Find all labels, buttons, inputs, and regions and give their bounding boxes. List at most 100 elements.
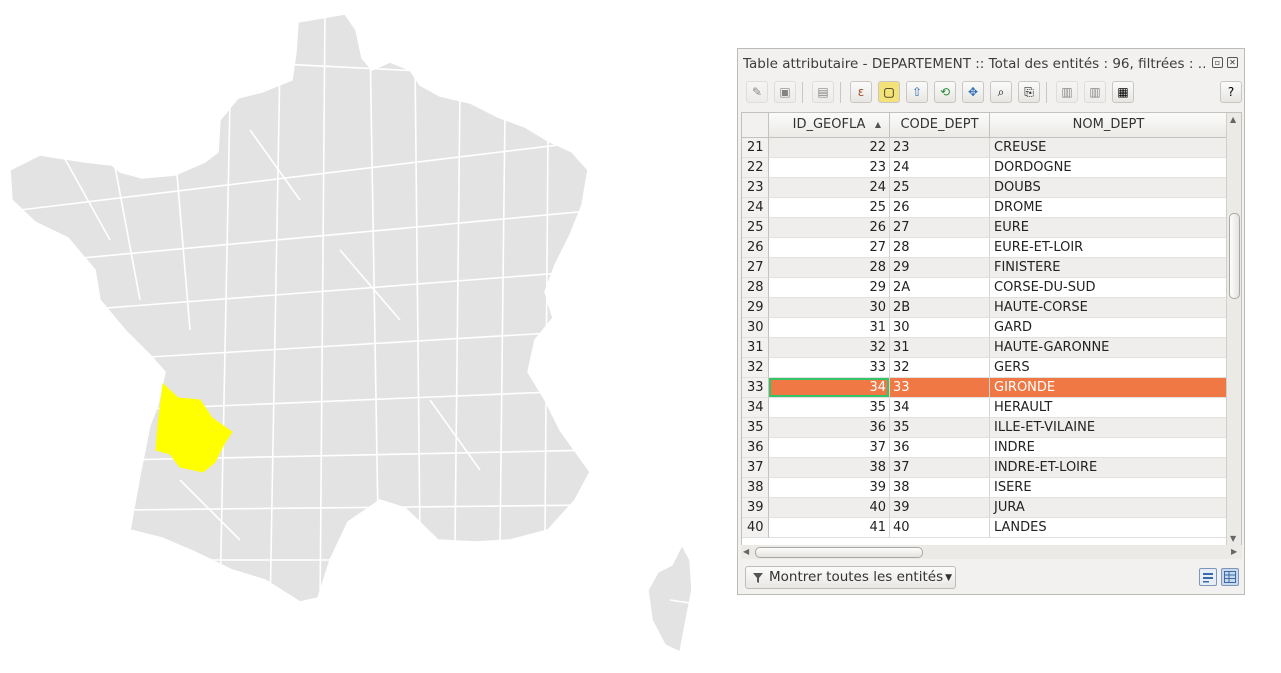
cell-nom-dept[interactable]: GARD xyxy=(990,318,1228,338)
scroll-up-icon[interactable]: ▲ xyxy=(1230,115,1237,124)
corner-header[interactable] xyxy=(742,113,769,138)
cell-nom-dept[interactable]: HERAULT xyxy=(990,398,1228,418)
delete-field-icon[interactable]: ▥ xyxy=(1084,81,1106,103)
row-number-header[interactable]: 40 xyxy=(742,518,769,538)
cell-code-dept[interactable]: 31 xyxy=(890,338,990,358)
row-number-header[interactable]: 26 xyxy=(742,238,769,258)
table-view-icon[interactable] xyxy=(1221,568,1239,586)
row-number-header[interactable]: 37 xyxy=(742,458,769,478)
cell-code-dept[interactable]: 33 xyxy=(890,378,990,398)
table-row[interactable]: 22 23 24 DORDOGNE xyxy=(742,158,1228,178)
cell-nom-dept[interactable]: LANDES xyxy=(990,518,1228,538)
row-number-header[interactable]: 34 xyxy=(742,398,769,418)
row-number-header[interactable]: 28 xyxy=(742,278,769,298)
new-field-icon[interactable]: ▥ xyxy=(1056,81,1078,103)
cell-nom-dept[interactable]: CORSE-DU-SUD xyxy=(990,278,1228,298)
cell-id-geofla[interactable]: 36 xyxy=(769,418,890,438)
cell-nom-dept[interactable]: EURE-ET-LOIR xyxy=(990,238,1228,258)
cell-nom-dept[interactable]: INDRE xyxy=(990,438,1228,458)
cell-nom-dept[interactable]: DORDOGNE xyxy=(990,158,1228,178)
table-row-selected[interactable]: 33 34 33 GIRONDE xyxy=(742,378,1228,398)
cell-nom-dept[interactable]: JURA xyxy=(990,498,1228,518)
row-number-header[interactable]: 35 xyxy=(742,418,769,438)
cell-code-dept[interactable]: 2A xyxy=(890,278,990,298)
cell-id-geofla[interactable]: 38 xyxy=(769,458,890,478)
cell-code-dept[interactable]: 36 xyxy=(890,438,990,458)
vertical-scroll-thumb[interactable] xyxy=(1229,213,1240,299)
table-row[interactable]: 24 25 26 DROME xyxy=(742,198,1228,218)
cell-code-dept[interactable]: 23 xyxy=(890,138,990,158)
cell-code-dept[interactable]: 27 xyxy=(890,218,990,238)
close-icon[interactable]: ✕ xyxy=(1227,57,1238,68)
cell-id-geofla[interactable]: 25 xyxy=(769,198,890,218)
cell-nom-dept[interactable]: ILLE-ET-VILAINE xyxy=(990,418,1228,438)
cell-code-dept[interactable]: 30 xyxy=(890,318,990,338)
cell-code-dept[interactable]: 26 xyxy=(890,198,990,218)
table-row[interactable]: 39 40 39 JURA xyxy=(742,498,1228,518)
table-row[interactable]: 21 22 23 CREUSE xyxy=(742,138,1228,158)
cell-code-dept[interactable]: 28 xyxy=(890,238,990,258)
cell-code-dept[interactable]: 40 xyxy=(890,518,990,538)
table-row[interactable]: 25 26 27 EURE xyxy=(742,218,1228,238)
cell-code-dept[interactable]: 34 xyxy=(890,398,990,418)
row-number-header[interactable]: 24 xyxy=(742,198,769,218)
row-number-header[interactable]: 21 xyxy=(742,138,769,158)
column-header-code-dept[interactable]: CODE_DEPT xyxy=(890,113,990,138)
cell-nom-dept[interactable]: ISERE xyxy=(990,478,1228,498)
table-row[interactable]: 23 24 25 DOUBS xyxy=(742,178,1228,198)
table-row[interactable]: 34 35 34 HERAULT xyxy=(742,398,1228,418)
row-number-header[interactable]: 33 xyxy=(742,378,769,398)
title-bar[interactable]: Table attributaire - DEPARTEMENT :: Tota… xyxy=(738,49,1244,77)
table-row[interactable]: 31 32 31 HAUTE-GARONNE xyxy=(742,338,1228,358)
save-edits-icon[interactable]: ▣ xyxy=(774,81,796,103)
table-row[interactable]: 32 33 32 GERS xyxy=(742,358,1228,378)
table-row[interactable]: 35 36 35 ILLE-ET-VILAINE xyxy=(742,418,1228,438)
invert-selection-icon[interactable]: ⟲ xyxy=(934,81,956,103)
cell-nom-dept[interactable]: FINISTERE xyxy=(990,258,1228,278)
horizontal-scrollbar[interactable]: ◀ ▶ xyxy=(741,545,1242,559)
edit-pencil-icon[interactable]: ✎ xyxy=(746,81,768,103)
table-row[interactable]: 29 30 2B HAUTE-CORSE xyxy=(742,298,1228,318)
cell-id-geofla[interactable]: 32 xyxy=(769,338,890,358)
cell-id-geofla[interactable]: 24 xyxy=(769,178,890,198)
row-number-header[interactable]: 25 xyxy=(742,218,769,238)
zoom-to-selected-icon[interactable]: ⌕ xyxy=(990,81,1012,103)
row-number-header[interactable]: 29 xyxy=(742,298,769,318)
cell-id-geofla[interactable]: 27 xyxy=(769,238,890,258)
cell-id-geofla[interactable]: 37 xyxy=(769,438,890,458)
cell-nom-dept[interactable]: GERS xyxy=(990,358,1228,378)
map-canvas[interactable] xyxy=(0,0,720,673)
vertical-scrollbar[interactable]: ▲ ▼ xyxy=(1226,113,1241,545)
field-calculator-icon[interactable]: ▦ xyxy=(1112,81,1134,103)
cell-nom-dept[interactable]: DOUBS xyxy=(990,178,1228,198)
cell-code-dept[interactable]: 39 xyxy=(890,498,990,518)
cell-id-geofla[interactable]: 35 xyxy=(769,398,890,418)
select-by-expression-icon[interactable]: ε xyxy=(850,81,872,103)
cell-id-geofla[interactable]: 23 xyxy=(769,158,890,178)
form-view-icon[interactable] xyxy=(1199,568,1217,586)
cell-nom-dept[interactable]: HAUTE-CORSE xyxy=(990,298,1228,318)
table-row[interactable]: 37 38 37 INDRE-ET-LOIRE xyxy=(742,458,1228,478)
cell-code-dept[interactable]: 37 xyxy=(890,458,990,478)
attribute-table-window[interactable]: Table attributaire - DEPARTEMENT :: Tota… xyxy=(737,48,1245,595)
row-number-header[interactable]: 36 xyxy=(742,438,769,458)
column-header-nom-dept[interactable]: NOM_DEPT xyxy=(990,113,1228,138)
move-selection-top-icon[interactable]: ⇧ xyxy=(906,81,928,103)
table-row[interactable]: 40 41 40 LANDES xyxy=(742,518,1228,538)
row-number-header[interactable]: 31 xyxy=(742,338,769,358)
cell-id-geofla[interactable]: 40 xyxy=(769,498,890,518)
cell-code-dept[interactable]: 24 xyxy=(890,158,990,178)
show-all-features-dropdown[interactable]: Montrer toutes les entités ▼ xyxy=(745,566,956,589)
deselect-all-icon[interactable]: ▢ xyxy=(878,81,900,103)
cell-id-geofla[interactable]: 34 xyxy=(769,378,890,398)
scroll-down-icon[interactable]: ▼ xyxy=(1230,534,1237,543)
attribute-table[interactable]: ID_GEOFLA ▲ CODE_DEPT NOM_DEPT 21 22 23 CRE… xyxy=(741,112,1242,546)
table-row[interactable]: 36 37 36 INDRE xyxy=(742,438,1228,458)
restore-icon[interactable]: ▫ xyxy=(1212,57,1223,68)
cell-nom-dept[interactable]: HAUTE-GARONNE xyxy=(990,338,1228,358)
cell-nom-dept[interactable]: GIRONDE xyxy=(990,378,1228,398)
cell-code-dept[interactable]: 32 xyxy=(890,358,990,378)
row-number-header[interactable]: 38 xyxy=(742,478,769,498)
cell-id-geofla[interactable]: 28 xyxy=(769,258,890,278)
cell-nom-dept[interactable]: EURE xyxy=(990,218,1228,238)
